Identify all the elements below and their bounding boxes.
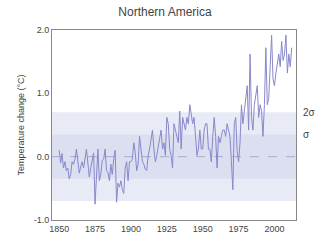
- svg-text:1.0: 1.0: [37, 88, 50, 98]
- svg-text:Northern America: Northern America: [118, 5, 212, 19]
- svg-text:1975: 1975: [229, 224, 249, 234]
- svg-text:2000: 2000: [264, 224, 284, 234]
- svg-text:1900: 1900: [121, 224, 141, 234]
- svg-text:σ: σ: [303, 129, 310, 140]
- svg-text:1950: 1950: [193, 224, 213, 234]
- svg-text:1850: 1850: [49, 224, 69, 234]
- svg-text:Temperature change (°C): Temperature change (°C): [16, 74, 26, 175]
- svg-text:1925: 1925: [157, 224, 177, 234]
- svg-text:-1.0: -1.0: [34, 215, 50, 225]
- svg-text:2.0: 2.0: [37, 25, 50, 35]
- svg-text:0.0: 0.0: [37, 152, 50, 162]
- svg-text:1875: 1875: [85, 224, 105, 234]
- svg-text:2σ: 2σ: [303, 107, 316, 118]
